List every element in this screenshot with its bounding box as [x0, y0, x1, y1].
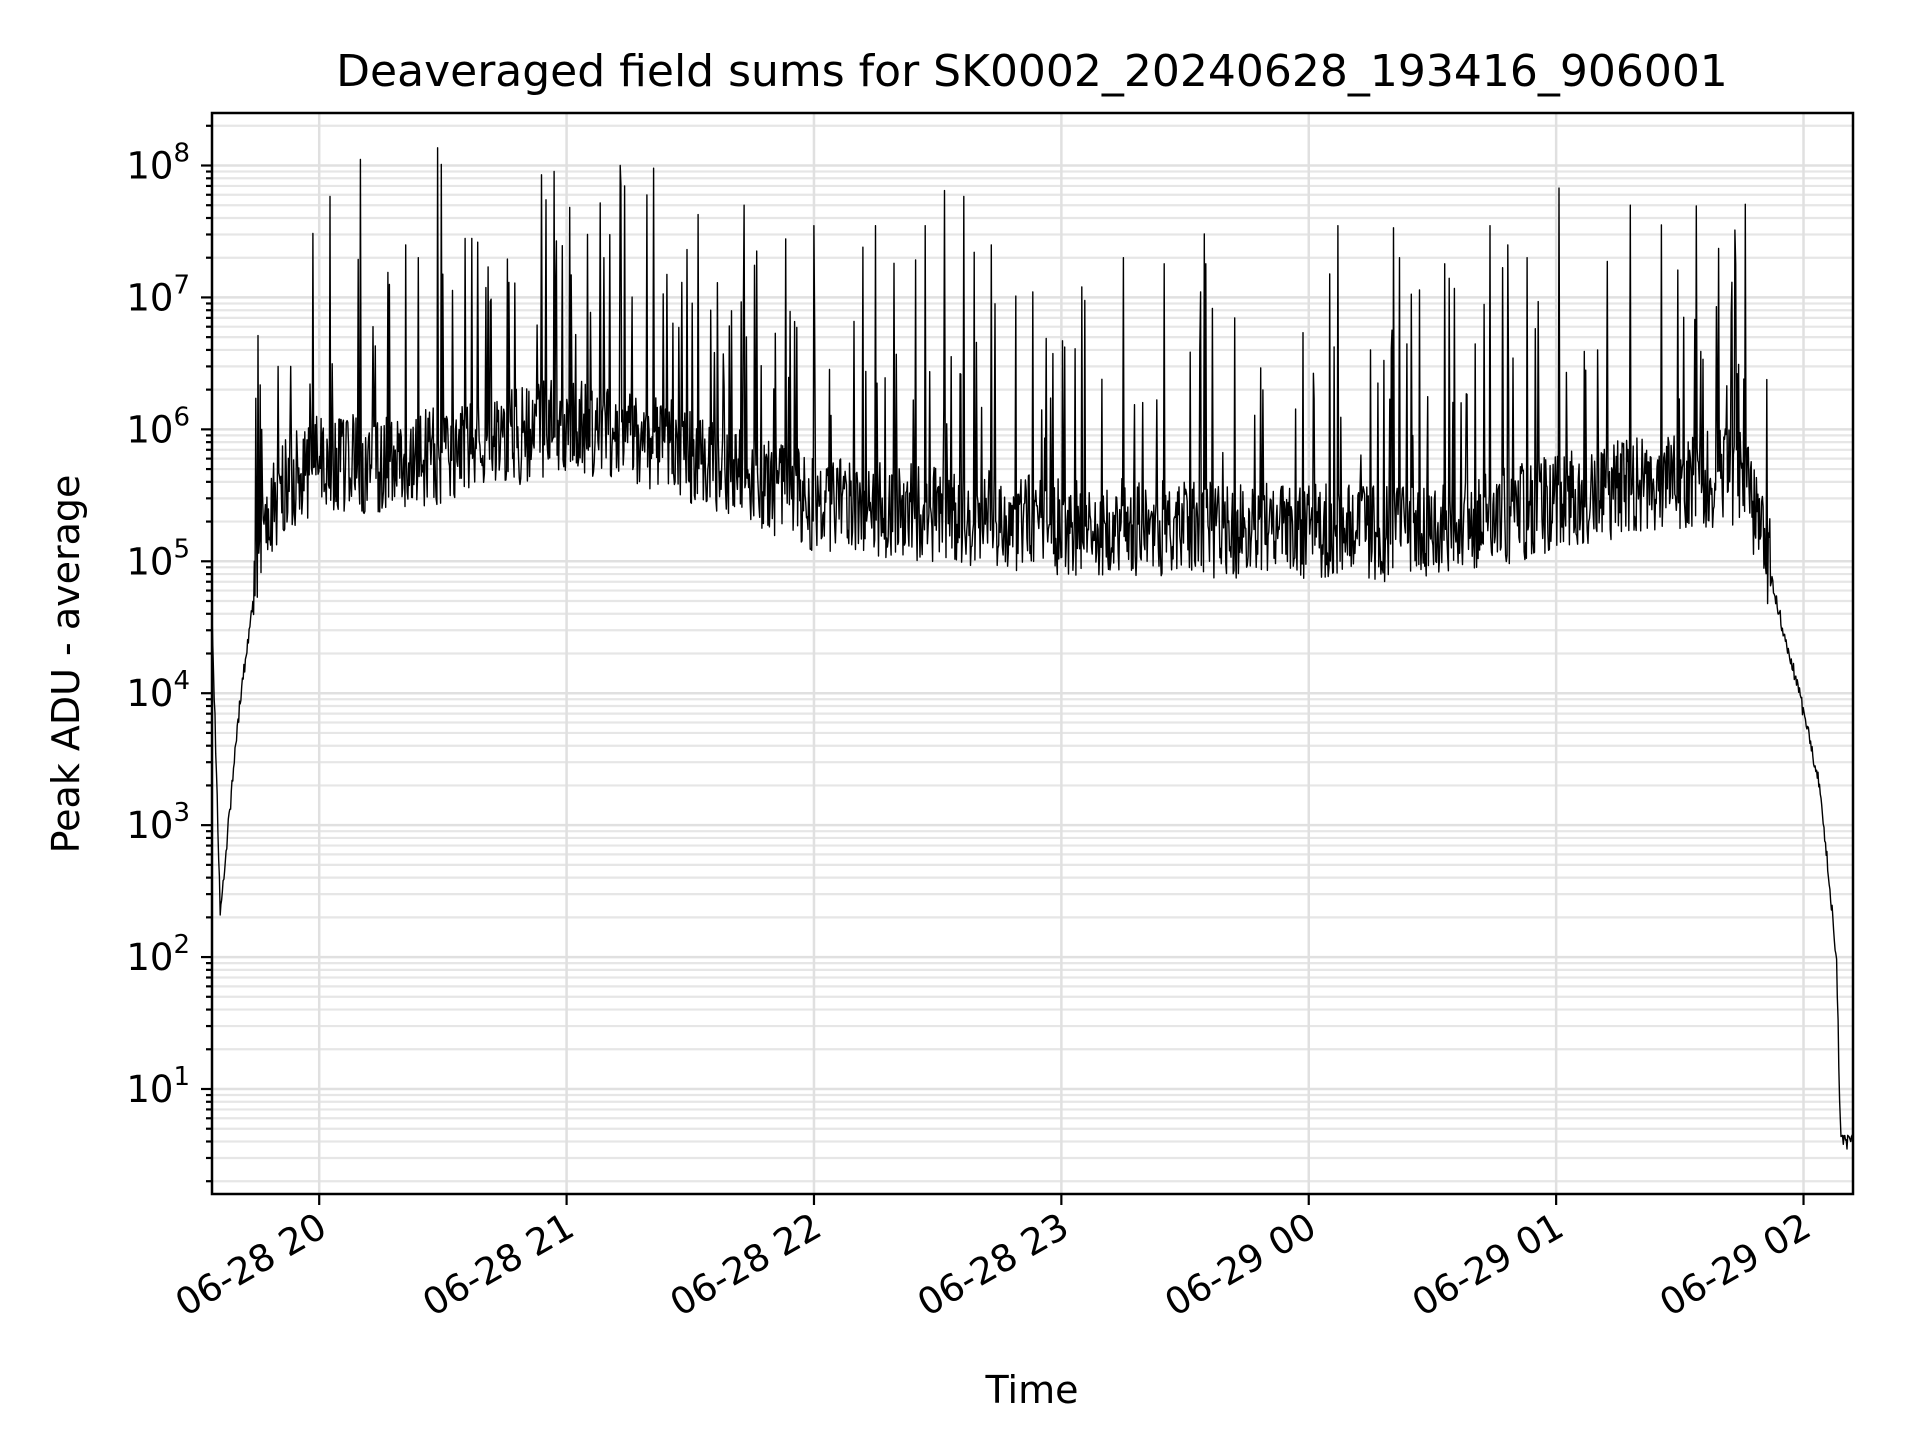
y-tick-label: 108	[126, 138, 190, 187]
y-tick-label: 101	[126, 1062, 190, 1111]
y-tick-label: 107	[126, 270, 190, 319]
y-tick-label: 104	[126, 666, 190, 715]
y-tick-labels: 101 102 103 104 105 106 107 108	[126, 138, 190, 1111]
y-tick-label: 102	[126, 930, 190, 979]
chart-title: Deaveraged field sums for SK0002_2024062…	[336, 46, 1728, 97]
series-line	[211, 147, 1854, 1150]
y-tick-label: 106	[126, 402, 190, 451]
y-axis-label: Peak ADU - average	[44, 475, 88, 854]
data-series	[211, 147, 1854, 1150]
tick-marks	[201, 124, 1805, 1205]
y-tick-label: 103	[126, 798, 190, 847]
x-axis-label: Time	[985, 1368, 1079, 1412]
y-tick-label: 105	[126, 534, 190, 583]
